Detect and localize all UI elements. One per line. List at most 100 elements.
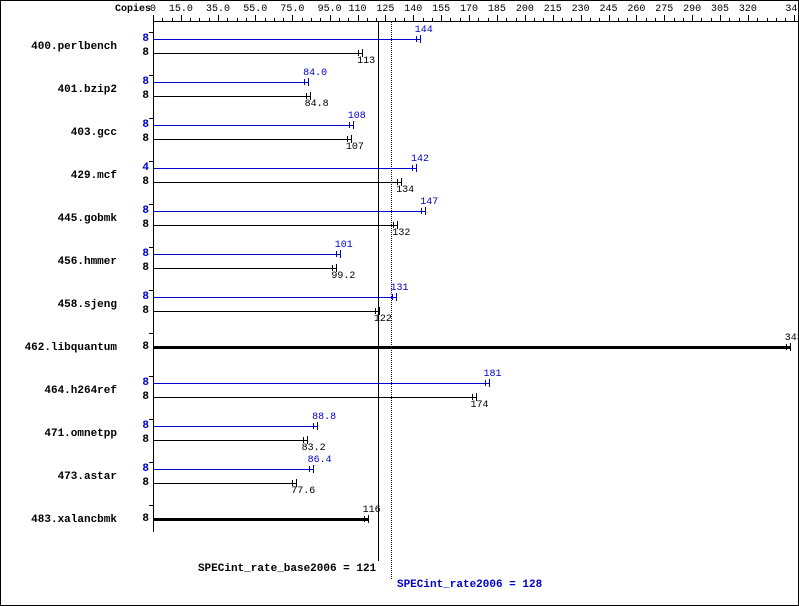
row-sep — [149, 290, 153, 291]
tick-minor — [283, 18, 284, 21]
tick-label: 140 — [404, 4, 422, 15]
tick-major — [720, 15, 721, 21]
tick-minor — [655, 18, 656, 21]
tick-major — [330, 15, 331, 21]
copies-value: 8 — [121, 90, 149, 102]
bar-line — [153, 397, 477, 398]
bar-cap — [353, 121, 354, 129]
tick-minor — [711, 18, 712, 21]
tick-minor — [646, 18, 647, 21]
benchmark-name: 400.perlbench — [1, 41, 117, 53]
tick-minor — [478, 18, 479, 21]
copies-value: 8 — [121, 205, 149, 217]
copies-value: 8 — [121, 248, 149, 260]
tick-major — [609, 15, 610, 21]
tick-minor — [320, 18, 321, 21]
tick-label: 260 — [627, 4, 645, 15]
tick-minor — [172, 18, 173, 21]
tick-major — [581, 15, 582, 21]
bar-line — [153, 53, 363, 54]
bar-value: 101 — [335, 240, 353, 251]
tick-minor — [757, 18, 758, 21]
bar-line — [153, 254, 341, 255]
copies-value: 8 — [121, 219, 149, 231]
tick-minor — [311, 18, 312, 21]
tick-label: 170 — [460, 4, 478, 15]
bar-value: 343 — [785, 333, 799, 344]
bar-cap — [308, 78, 309, 86]
tick-label: 155 — [432, 4, 450, 15]
copies-value: 8 — [121, 377, 149, 389]
tick-minor — [618, 18, 619, 21]
bar-line — [153, 211, 426, 212]
row-sep — [149, 376, 153, 377]
copies-value: 8 — [121, 47, 149, 59]
chart-container: Copies015.035.055.075.095.01101251401551… — [0, 0, 799, 606]
bar-cap-minor — [786, 344, 787, 350]
copies-value: 8 — [121, 463, 149, 475]
tick-major — [525, 15, 526, 21]
tick-minor — [376, 18, 377, 21]
benchmark-name: 401.bzip2 — [1, 84, 117, 96]
bar-value: 116 — [363, 505, 381, 516]
bar-value: 144 — [415, 25, 433, 36]
bar-line — [153, 125, 354, 126]
tick-major — [218, 15, 219, 21]
bar-cap-minor — [416, 36, 417, 42]
copies-value: 8 — [121, 434, 149, 446]
tick-major — [748, 15, 749, 21]
benchmark-name: 462.libquantum — [1, 342, 117, 354]
copies-value: 8 — [121, 391, 149, 403]
tick-minor — [367, 18, 368, 21]
tick-major — [553, 15, 554, 21]
row-sep — [149, 462, 153, 463]
bar-cap — [420, 35, 421, 43]
tick-label: 75.0 — [280, 4, 304, 15]
bar-value: 147 — [420, 197, 438, 208]
bar-line — [153, 139, 352, 140]
tick-label: 275 — [655, 4, 673, 15]
copies-value: 8 — [121, 305, 149, 317]
benchmark-name: 483.xalancbmk — [1, 514, 117, 526]
tick-label: 245 — [599, 4, 617, 15]
bar-line — [153, 225, 398, 226]
peak-vline — [391, 21, 392, 579]
bar-cap — [790, 343, 791, 351]
tick-minor — [776, 18, 777, 21]
bar-cap — [313, 465, 314, 473]
row-sep — [149, 419, 153, 420]
tick-minor — [516, 18, 517, 21]
tick-label: 35.0 — [206, 4, 230, 15]
bar-value: 84.0 — [303, 68, 327, 79]
tick-minor — [488, 18, 489, 21]
benchmark-name: 471.omnetpp — [1, 428, 117, 440]
tick-minor — [460, 18, 461, 21]
bar-cap-minor — [349, 122, 350, 128]
row-sep — [149, 505, 153, 506]
copies-value: 8 — [121, 33, 149, 45]
bar-value: 142 — [411, 154, 429, 165]
tick-minor — [162, 18, 163, 21]
bar-value: 122 — [374, 314, 392, 325]
tick-minor — [674, 18, 675, 21]
bar-value: 181 — [484, 369, 502, 380]
tick-minor — [739, 18, 740, 21]
bar-cap-minor — [336, 251, 337, 257]
tick-minor — [274, 18, 275, 21]
tick-minor — [265, 18, 266, 21]
tick-minor — [302, 18, 303, 21]
bar-value: 84.8 — [305, 99, 329, 110]
tick-label: 215 — [544, 4, 562, 15]
tick-minor — [590, 18, 591, 21]
tick-major — [664, 15, 665, 21]
benchmark-name: 458.sjeng — [1, 299, 117, 311]
tick-minor — [246, 18, 247, 21]
base-label: SPECint_rate_base2006 = 121 — [198, 563, 376, 575]
bar-line — [153, 311, 380, 312]
tick-minor — [729, 18, 730, 21]
copies-value: 8 — [121, 76, 149, 88]
tick-major — [497, 15, 498, 21]
copies-value: 8 — [121, 262, 149, 274]
tick-minor — [209, 18, 210, 21]
bar-value: 88.8 — [312, 412, 336, 423]
